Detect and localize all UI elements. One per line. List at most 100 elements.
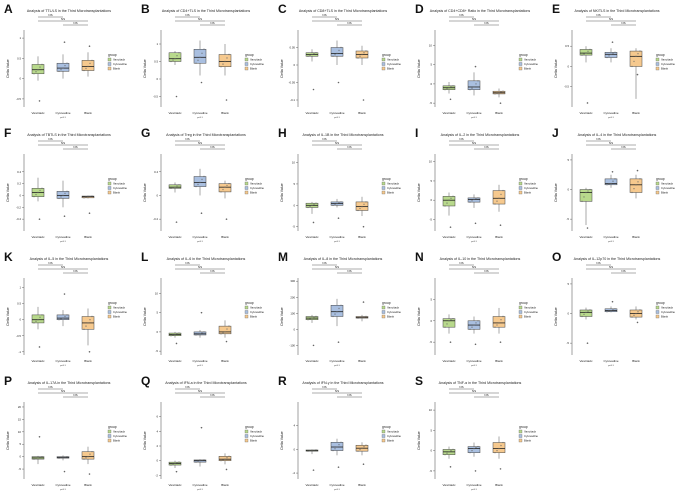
panel-letter: E — [552, 2, 561, 16]
legend-label: Cytovadine — [113, 186, 127, 190]
box-2 — [218, 54, 232, 67]
legend-label: Blank — [661, 315, 669, 319]
data-point — [37, 69, 39, 71]
chart-title: Analysis of CD8+TLS in the Third Microtr… — [299, 9, 388, 13]
data-point — [66, 314, 68, 316]
data-point — [334, 203, 336, 206]
y-tick-label: 0 — [19, 77, 21, 81]
x-tick-label: Blank — [358, 111, 366, 115]
data-point — [195, 62, 197, 64]
legend-swatch — [381, 190, 386, 195]
data-point — [581, 54, 583, 56]
data-point — [220, 191, 222, 193]
outlier-point — [88, 350, 91, 353]
data-point — [60, 318, 62, 320]
sig-label: NS — [322, 13, 326, 17]
legend-label: Blank — [113, 191, 121, 195]
data-point — [60, 457, 62, 459]
data-point — [357, 317, 359, 319]
data-point — [471, 200, 473, 202]
data-point — [58, 457, 60, 459]
data-point — [307, 206, 309, 209]
data-point — [637, 311, 639, 313]
data-point — [500, 319, 502, 321]
y-tick-label: 5 — [567, 158, 569, 162]
data-point — [172, 334, 174, 336]
chart-title: Analysis of TTL/LS in the Third Microtra… — [27, 9, 111, 13]
x-tick-label: Vancitadx — [443, 359, 456, 363]
data-point — [89, 453, 91, 455]
data-point — [33, 73, 35, 75]
data-point — [203, 459, 205, 461]
box-2 — [629, 50, 643, 67]
outlier-point — [200, 311, 203, 314]
outlier-point — [362, 301, 365, 303]
outlier-point — [63, 215, 66, 217]
data-point — [469, 201, 471, 203]
panel-A: A Analysis of TTL/LS in the Third Microtr… — [0, 0, 137, 124]
sig-label: NS — [347, 393, 351, 397]
data-point — [637, 53, 639, 55]
legend-swatch — [655, 190, 660, 195]
outlier-point — [611, 170, 614, 173]
outlier-point — [636, 321, 639, 324]
y-tick-label: -4 — [293, 471, 296, 475]
x-tick-label: Blank — [358, 359, 366, 363]
panel-letter: I — [415, 126, 419, 140]
data-point — [477, 320, 479, 322]
x-tick-label: Vancitadx — [32, 111, 45, 115]
legend-swatch — [655, 314, 660, 319]
data-point — [89, 62, 91, 65]
data-point — [62, 317, 64, 319]
y-tick-label: -0.4 — [153, 217, 158, 221]
data-point — [66, 62, 68, 64]
data-point — [91, 450, 93, 453]
data-point — [91, 315, 93, 318]
x-tick-label: Vancitadx — [580, 235, 593, 239]
x-tick-label: Vancitadx — [443, 235, 456, 239]
legend-swatch — [381, 181, 386, 186]
legend-swatch — [107, 305, 112, 310]
x-subnote: p<0.1 — [197, 364, 203, 367]
data-point — [228, 455, 230, 457]
outlier-point — [449, 341, 452, 343]
data-point — [614, 51, 616, 53]
legend-swatch — [244, 314, 249, 319]
data-point — [612, 52, 614, 55]
data-point — [178, 332, 180, 334]
outlier-point — [362, 225, 365, 228]
y-tick-label: 0.5 — [17, 56, 21, 60]
data-point — [446, 452, 448, 454]
sig-label: NS — [335, 265, 339, 269]
outlier-point — [337, 341, 340, 343]
box-1 — [193, 49, 207, 64]
sig-label: NS — [621, 145, 625, 149]
legend-label: Blank — [524, 439, 532, 443]
box-2 — [492, 442, 506, 453]
outlier-point — [362, 99, 365, 101]
data-point — [170, 60, 172, 63]
data-point — [444, 453, 446, 456]
x-subnote: p<0.1 — [471, 488, 477, 491]
data-point — [496, 200, 498, 202]
legend-title: group — [656, 177, 665, 181]
x-tick-label: Cytovadine — [329, 111, 344, 115]
y-tick-label: 1 — [19, 36, 21, 40]
data-point — [66, 455, 68, 458]
outlier-point — [499, 341, 502, 343]
y-tick-label: -5 — [293, 225, 296, 229]
legend-label: Cytovadine — [387, 310, 401, 314]
sig-label: NS — [621, 269, 625, 273]
data-point — [444, 88, 446, 91]
data-point — [41, 187, 43, 190]
legend-swatch — [244, 181, 249, 186]
y-tick-label: 2 — [156, 444, 158, 448]
data-point — [448, 320, 450, 322]
outlier-point — [449, 98, 452, 101]
sig-label: NS — [347, 145, 351, 149]
outlier-point — [499, 102, 502, 104]
data-point — [610, 309, 612, 312]
y-tick-label: 300 — [290, 279, 295, 283]
sig-label: NS — [596, 13, 600, 17]
y-tick-label: 0 — [293, 327, 295, 331]
